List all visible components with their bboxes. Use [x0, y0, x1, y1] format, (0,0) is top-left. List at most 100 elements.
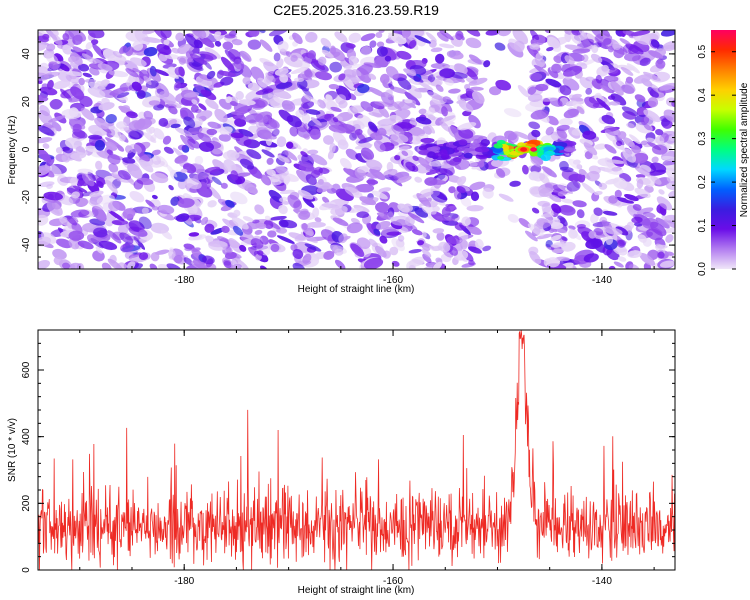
heatmap-cell — [533, 64, 550, 76]
heatmap-cell — [634, 94, 646, 103]
heatmap-cell — [663, 218, 675, 229]
snr-y-ticks: 0 200 400 600 — [21, 329, 675, 573]
heatmap-cell — [596, 97, 611, 111]
heatmap-cell — [549, 194, 562, 203]
heatmap-cell — [647, 97, 659, 108]
heatmap-cell — [138, 216, 152, 230]
heatmap-cell — [612, 42, 621, 51]
heatmap-cell — [183, 257, 193, 266]
heatmap-cell — [225, 246, 233, 254]
heatmap-cell — [590, 53, 603, 64]
heatmap-cell — [406, 30, 425, 38]
heatmap-cell — [328, 125, 347, 134]
heatmap-cell — [217, 70, 237, 77]
heatmap-cell — [332, 131, 347, 146]
heatmap-cell — [545, 126, 554, 136]
heatmap-cell — [572, 48, 591, 54]
x-tick-label: -160 — [383, 275, 403, 286]
heatmap-cell — [168, 249, 176, 259]
heatmap-cell — [62, 262, 71, 269]
heatmap-y-ticks: -40 -20 0 20 40 — [21, 29, 675, 270]
heatmap-cell — [435, 84, 444, 92]
heatmap-cell — [190, 104, 199, 113]
heatmap-cell — [430, 47, 443, 53]
x-tick-label: -140 — [592, 275, 612, 286]
heatmap-cell — [426, 147, 439, 151]
heatmap-cell — [647, 86, 659, 98]
heatmap-cell — [302, 253, 312, 264]
heatmap-cell — [643, 109, 661, 123]
heatmap-cell — [276, 155, 290, 163]
heatmap-cell — [145, 199, 156, 208]
heatmap-cell — [112, 50, 123, 58]
heatmap-cell — [631, 145, 642, 154]
heatmap-cell — [254, 204, 265, 215]
heatmap-cell — [439, 30, 454, 41]
heatmap-cell — [593, 207, 603, 216]
heatmap-cell — [173, 171, 188, 182]
heatmap-cell — [53, 256, 63, 266]
heatmap-cell — [296, 169, 309, 183]
heatmap-cell — [553, 55, 563, 64]
heatmap-cell — [344, 186, 363, 199]
heatmap-cell — [428, 39, 437, 48]
heatmap-cell — [231, 38, 243, 46]
heatmap-cell — [438, 168, 453, 176]
heatmap-cell — [556, 129, 568, 139]
heatmap-cell — [383, 168, 398, 177]
heatmap-cell — [177, 56, 194, 64]
heatmap-cell — [160, 229, 173, 240]
heatmap-cell — [167, 66, 178, 75]
heatmap-cell — [177, 144, 187, 151]
heatmap-cell — [142, 30, 158, 35]
heatmap-cell — [468, 77, 488, 86]
colorbar-tick-label: 0.0 — [697, 262, 708, 276]
heatmap-cell — [192, 247, 201, 252]
heatmap-cell — [294, 77, 304, 83]
heatmap-cell — [294, 60, 311, 69]
heatmap-cell — [214, 108, 228, 123]
heatmap-cell — [193, 172, 210, 180]
y-tick-label: 20 — [21, 96, 32, 108]
heatmap-cell — [347, 104, 364, 115]
heatmap-cell — [512, 30, 529, 45]
heatmap-cell — [390, 100, 402, 111]
heatmap-cell — [128, 129, 144, 140]
heatmap-cell — [370, 132, 383, 141]
heatmap-cell — [94, 117, 109, 130]
heatmap-cell — [635, 122, 653, 134]
heatmap-cell — [632, 203, 642, 211]
heatmap-x-ticks: -180 -160 -140 — [79, 30, 655, 286]
heatmap-cell — [414, 176, 423, 183]
heatmap-cell — [328, 83, 340, 90]
heatmap-cell — [38, 181, 55, 188]
heatmap-cell — [174, 66, 183, 76]
heatmap-cell — [214, 31, 222, 37]
heatmap-cell — [297, 189, 314, 200]
heatmap-cell — [225, 96, 233, 103]
heatmap-cell — [509, 180, 521, 187]
heatmap-cell — [348, 55, 358, 67]
heatmap-cell — [87, 171, 96, 182]
heatmap-cell — [397, 77, 412, 90]
heatmap-cell — [240, 50, 252, 62]
heatmap-cell — [228, 264, 242, 269]
heatmap-cell — [448, 186, 456, 194]
heatmap-cell — [594, 143, 608, 150]
heatmap-cell — [429, 245, 439, 252]
heatmap-cell — [77, 168, 93, 175]
heatmap-cell — [624, 80, 636, 92]
heatmap-cell — [378, 187, 391, 193]
heatmap-cell — [151, 194, 158, 200]
heatmap-cell — [427, 151, 436, 158]
heatmap-cell — [204, 47, 221, 59]
heatmap-cell — [235, 172, 251, 178]
y-tick-label: 40 — [21, 48, 32, 60]
heatmap-cell — [68, 30, 87, 42]
heatmap-cell — [424, 177, 438, 186]
heatmap-cell — [396, 175, 412, 183]
heatmap-cell — [105, 141, 118, 151]
heatmap-cell — [323, 135, 334, 145]
heatmap-cell — [206, 70, 216, 80]
heatmap-cell — [220, 182, 228, 189]
